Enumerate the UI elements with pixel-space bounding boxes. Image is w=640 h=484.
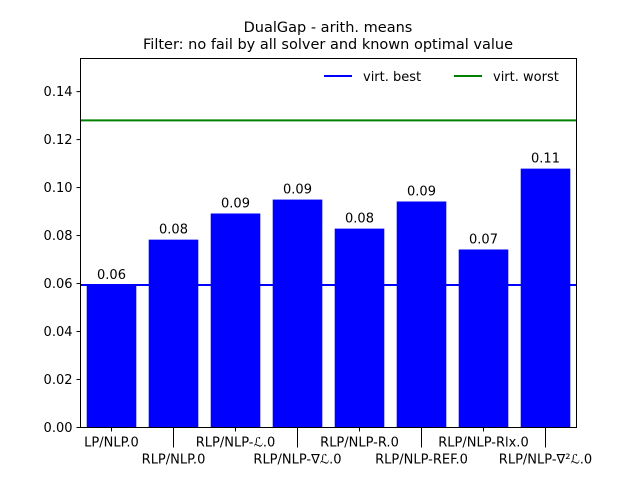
y-tick-label: 0.04 — [44, 325, 73, 340]
y-tick-label: 0.14 — [44, 85, 73, 100]
x-tick-label: RLP/NLP-∇²ℒ.0 — [499, 453, 592, 468]
y-tick-label: 0.02 — [44, 373, 73, 388]
bar — [458, 249, 509, 428]
bar-data-label: 0.11 — [531, 152, 560, 167]
bar — [86, 284, 137, 428]
bar — [272, 199, 323, 428]
x-tick-label: RLP/NLP-ℒ.0 — [196, 436, 275, 451]
y-tick-label: 0.08 — [44, 229, 73, 244]
chart-subtitle: Filter: no fail by all solver and known … — [143, 37, 513, 53]
bar — [396, 201, 447, 428]
chart-title: DualGap - arith. means — [244, 20, 413, 36]
bar-data-label: 0.06 — [97, 268, 126, 283]
legend-label: virt. best — [363, 70, 421, 85]
y-tick-label: 0.12 — [44, 133, 73, 148]
legend: virt. best virt. worst — [324, 70, 559, 85]
bar — [210, 213, 261, 428]
y-tick-label: 0.06 — [44, 277, 73, 292]
x-tick-label: RLP/NLP.0 — [142, 453, 206, 468]
legend-label: virt. worst — [493, 70, 559, 85]
bar-data-label: 0.07 — [469, 232, 498, 247]
bar-data-label: 0.09 — [407, 184, 436, 199]
y-tick-label: 0.00 — [44, 421, 73, 436]
bar-data-label: 0.08 — [345, 212, 374, 227]
x-tick-label: RLP/NLP-REF.0 — [375, 453, 468, 468]
y-tick-label: 0.10 — [44, 181, 73, 196]
bar-data-label: 0.09 — [221, 196, 250, 211]
x-tick-label: LP/NLP.0 — [84, 436, 139, 451]
bar — [520, 168, 571, 428]
x-tick-label: RLP/NLP-∇ℒ.0 — [253, 453, 341, 468]
bar-data-label: 0.08 — [159, 223, 188, 238]
bar-data-label: 0.09 — [283, 183, 312, 198]
plot-frame — [80, 58, 577, 428]
bar — [148, 239, 199, 428]
x-tick-label: RLP/NLP-Rlx.0 — [438, 436, 528, 451]
bar — [334, 228, 385, 428]
x-tick-label: RLP/NLP-R.0 — [320, 436, 399, 451]
